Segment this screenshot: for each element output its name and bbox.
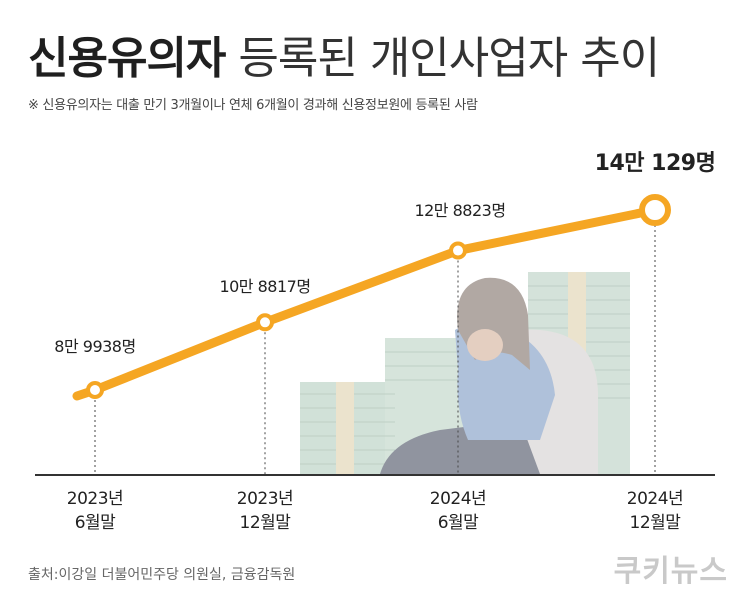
x-tick-label: 2024년 <box>627 489 683 509</box>
x-tick-label: 6월말 <box>75 513 116 533</box>
subtitle-note: ※ 신용유의자는 대출 만기 3개월이나 연체 6개월이 경과해 신용정보원에 … <box>28 98 478 113</box>
x-tick-label: 6월말 <box>438 513 479 533</box>
brand-logo: 쿠키뉴스 <box>613 554 728 589</box>
data-points <box>86 194 671 399</box>
title-bold: 신용유의자 <box>28 33 226 84</box>
guide-lines <box>94 210 656 475</box>
x-tick-label: 2023년 <box>237 489 293 509</box>
data-point <box>639 194 671 226</box>
data-label: 8만 9938명 <box>54 337 135 356</box>
x-tick-label: 2023년 <box>67 489 123 509</box>
source-note: 출처:이강일 더불어민주당 의원실, 금융감독원 <box>28 567 296 583</box>
data-label: 14만 129명 <box>595 151 716 176</box>
data-label: 12만 8823명 <box>414 201 505 220</box>
data-point <box>449 241 467 260</box>
x-tick-label: 2024년 <box>430 489 486 509</box>
page-title: 신용유의자 등록된 개인사업자 추이 <box>28 22 660 86</box>
illustration <box>290 250 640 475</box>
x-tick-labels: 2023년 6월말 2023년 12월말 2024년 6월말 2024년 12월말 <box>67 489 684 533</box>
data-point <box>86 381 104 399</box>
x-tick-label: 12월말 <box>630 513 682 533</box>
data-point <box>256 313 274 332</box>
x-tick-label: 12월말 <box>240 513 292 533</box>
woman-icon <box>380 277 555 474</box>
data-label: 10만 8817명 <box>219 277 310 296</box>
title-rest: 등록된 개인사업자 추이 <box>238 33 660 84</box>
data-labels: 8만 9938명 10만 8817명 12만 8823명 14만 129명 <box>54 151 716 356</box>
